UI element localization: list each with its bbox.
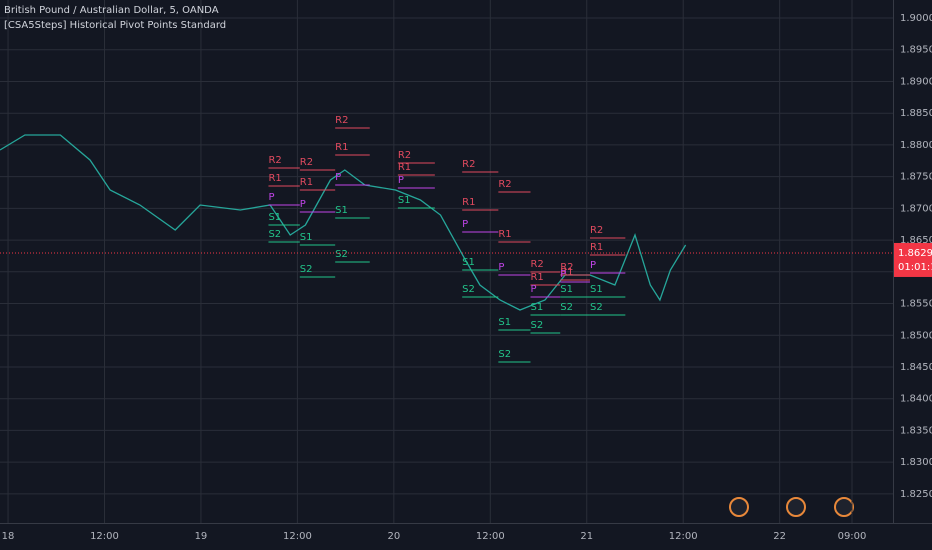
pivot-label: R1	[462, 197, 475, 208]
pivot-label: R2	[462, 159, 475, 170]
pivot-label: R2	[300, 157, 313, 168]
pivot-label: S1	[560, 284, 573, 295]
pivot-label: S2	[530, 320, 543, 331]
y-tick-label: 1.83000	[900, 457, 932, 468]
y-tick-label: 1.84000	[900, 394, 932, 405]
y-tick-label: 1.82500	[900, 489, 932, 500]
y-tick-label: 1.88500	[900, 108, 932, 119]
countdown-label: 01:01:15	[898, 262, 932, 273]
pivot-label: R1	[300, 177, 313, 188]
pivot-label: P	[335, 172, 341, 183]
x-tick-label: 20	[387, 531, 400, 542]
pivot-label: S2	[590, 302, 603, 313]
event-icons	[729, 497, 854, 517]
y-tick-label: 1.86500	[900, 235, 932, 246]
pivot-label: S1	[398, 195, 411, 206]
y-tick-label: 1.87500	[900, 172, 932, 183]
y-tick-label: 1.87000	[900, 203, 932, 214]
indicator-name: [CSA5Steps] Historical Pivot Points Stan…	[4, 20, 226, 31]
pivot-label: P	[530, 284, 536, 295]
chart-title: British Pound / Australian Dollar, 5, OA…	[4, 5, 219, 16]
pivot-label: R1	[498, 229, 511, 240]
x-tick-label: 22	[773, 531, 786, 542]
pivot-label: S2	[462, 284, 475, 295]
y-tick-label: 1.85500	[900, 299, 932, 310]
y-tick-label: 1.90000	[900, 13, 932, 24]
pivot-label: S2	[560, 302, 573, 313]
pivot-label: P	[462, 219, 468, 230]
x-tick-label: 12:00	[669, 531, 698, 542]
y-tick-label: 1.84500	[900, 362, 932, 373]
pivot-label: R1	[530, 272, 543, 283]
last-price-tag	[894, 242, 932, 277]
y-tick-label: 1.89000	[900, 76, 932, 87]
y-tick-label: 1.83500	[900, 425, 932, 436]
pivot-label: S2	[268, 229, 281, 240]
pivot-label: P	[398, 175, 404, 186]
x-tick-label: 12:00	[90, 531, 119, 542]
event-icon[interactable]	[834, 497, 854, 517]
pivot-label: R2	[560, 262, 573, 273]
pivot-label: S1	[268, 212, 281, 223]
pivot-label: S1	[300, 232, 313, 243]
pivot-label: P	[300, 199, 306, 210]
price-line	[0, 134, 687, 311]
pivot-label: S1	[335, 205, 348, 216]
grid	[0, 0, 893, 523]
pivot-label: S1	[462, 257, 475, 268]
pivot-label: S2	[300, 264, 313, 275]
x-tick-label: 18	[2, 531, 15, 542]
pivot-label: P	[560, 269, 566, 280]
x-tick-label: 12:00	[283, 531, 312, 542]
y-tick-label: 1.89500	[900, 45, 932, 56]
pivot-label: R2	[268, 155, 281, 166]
pivot-label: S1	[530, 302, 543, 313]
x-tick-label: 19	[195, 531, 208, 542]
y-tick-label: 1.85000	[900, 330, 932, 341]
pivot-label: R2	[398, 150, 411, 161]
pivot-label: P	[590, 260, 596, 271]
pivot-label: R1	[268, 173, 281, 184]
pivot-label: S2	[498, 349, 511, 360]
event-icon[interactable]	[786, 497, 806, 517]
pivot-label: R1	[335, 142, 348, 153]
event-icon[interactable]	[729, 497, 749, 517]
pivot-label: R1	[590, 242, 603, 253]
pivot-label: P	[498, 262, 504, 273]
x-tick-label: 21	[580, 531, 593, 542]
y-tick-label: 1.88000	[900, 140, 932, 151]
pivot-label: S1	[498, 317, 511, 328]
pivot-label: P	[268, 192, 274, 203]
pivot-label: R2	[498, 179, 511, 190]
pivot-label: R2	[530, 259, 543, 270]
plot: R2R1PS1S2R2R1PS1S2R2R1PS1S2R2R1PS1R2R1PS…	[0, 115, 893, 363]
pivot-label: R1	[398, 162, 411, 173]
x-tick-label: 12:00	[476, 531, 505, 542]
pivot-label: S2	[335, 249, 348, 260]
pivot-label: R2	[590, 225, 603, 236]
pivot-label: R1	[560, 267, 573, 278]
x-tick-label: 09:00	[838, 531, 867, 542]
pivot-label: S1	[590, 284, 603, 295]
pivot-label: R2	[335, 115, 348, 126]
last-price-label: 1.86297	[898, 248, 932, 259]
